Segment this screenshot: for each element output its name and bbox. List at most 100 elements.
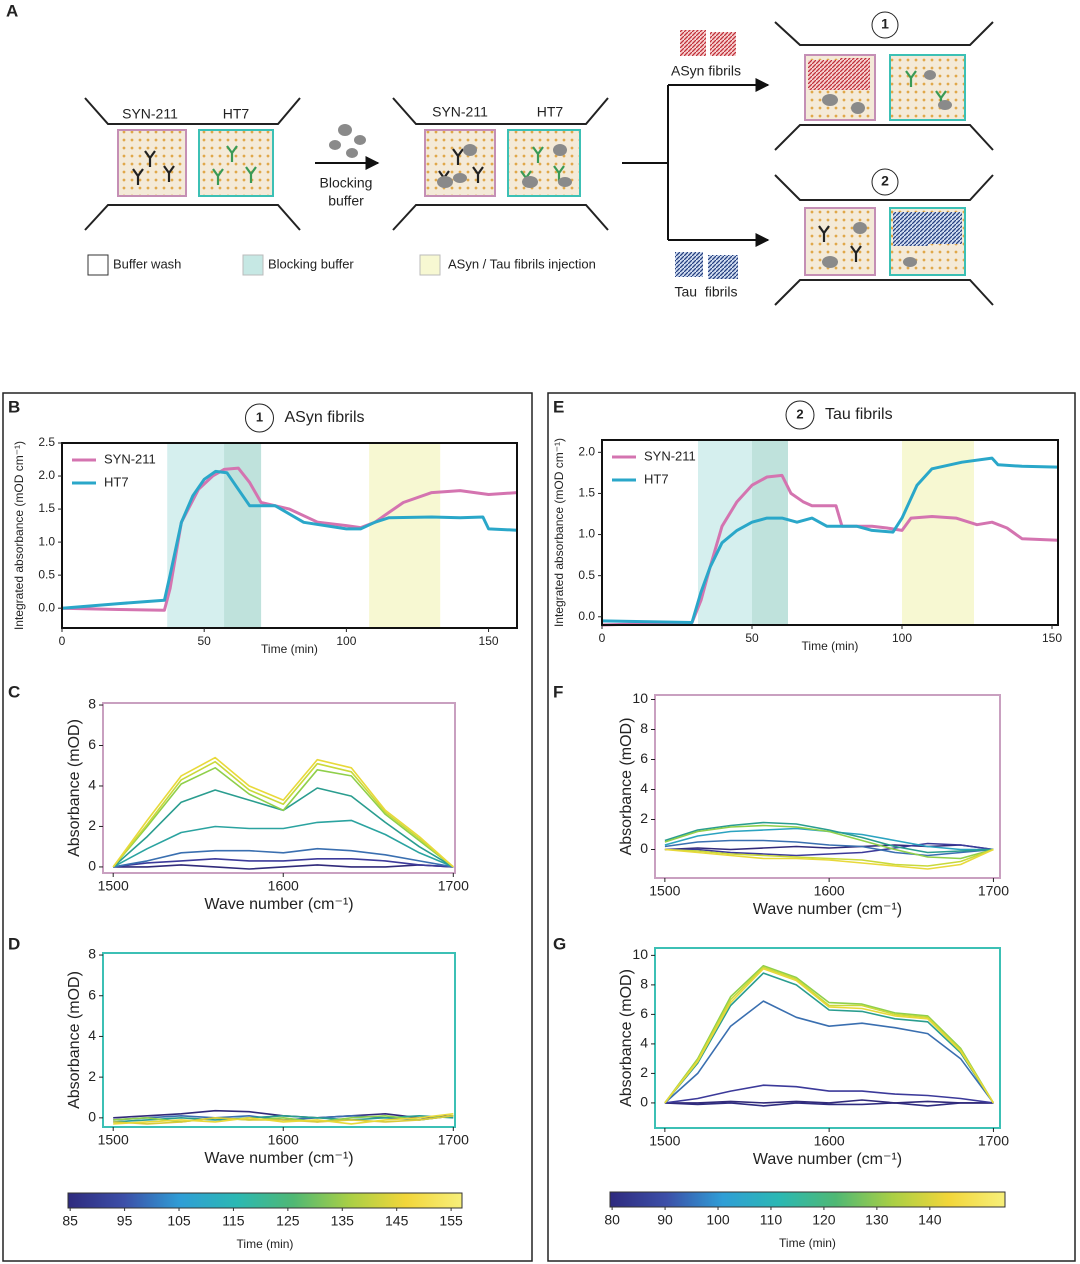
x-tick-label: 1700 <box>438 878 469 894</box>
chamber <box>804 207 876 276</box>
y-tick-label: 2 <box>640 1064 648 1080</box>
x-tick-label: 1600 <box>268 1132 299 1148</box>
panel-label: E <box>553 397 564 416</box>
colorbar <box>67 1192 463 1209</box>
y-tick-label: 0 <box>88 858 96 874</box>
x-tick-label: 150 <box>479 634 499 648</box>
panel-label: D <box>8 934 20 953</box>
plot-frame <box>102 952 456 1128</box>
x-tick-label: 1500 <box>98 878 129 894</box>
x-tick-label: 50 <box>198 634 212 648</box>
colorbar-tick-label: 125 <box>276 1213 300 1229</box>
y-tick-label: 8 <box>88 696 96 712</box>
y-tick-label: 8 <box>88 946 96 962</box>
data-line <box>112 819 454 868</box>
y-tick-label: 2 <box>640 810 648 826</box>
legend-label: ASyn / Tau fibrils injection <box>448 256 596 271</box>
y-tick-label: 6 <box>640 1005 648 1021</box>
phase-region <box>224 443 262 628</box>
panel-label: A <box>6 1 18 20</box>
legend-label: SYN-211 <box>644 448 696 463</box>
data-line <box>664 1084 994 1104</box>
arrows <box>315 78 770 247</box>
panel-label: B <box>8 397 20 416</box>
chip-label: SYN-211 <box>122 106 178 122</box>
y-tick-label: 0 <box>88 1109 96 1125</box>
colorbar-tick-label: 80 <box>604 1212 620 1228</box>
y-axis-label: Integrated absorbance (mOD cm⁻¹) <box>552 438 566 627</box>
data-line <box>113 847 454 868</box>
step: 2 <box>881 173 889 189</box>
colorbar-label: Time (min) <box>237 1237 294 1251</box>
data-line <box>664 964 995 1104</box>
colorbar-tick-label: 130 <box>865 1212 889 1228</box>
plot-frame <box>601 439 1059 626</box>
plot-frame <box>102 702 456 874</box>
x-axis-label: Wave number (cm⁻¹) <box>204 896 353 913</box>
colorbar-tick-label: 85 <box>62 1213 78 1229</box>
chamber <box>507 129 581 197</box>
x-axis-label: Time (min) <box>261 642 318 656</box>
data-line <box>664 842 994 857</box>
panel-frame <box>547 392 1076 1262</box>
data-line <box>113 864 454 870</box>
x-tick-label: 1500 <box>649 1133 680 1149</box>
x-tick-label: 1600 <box>268 878 299 894</box>
data-line <box>664 1099 994 1104</box>
data-line <box>664 966 995 1104</box>
legend-swatch <box>87 254 109 276</box>
x-axis-label: Wave number (cm⁻¹) <box>753 1151 902 1168</box>
y-tick-label: 4 <box>88 777 96 793</box>
chamber <box>889 54 966 121</box>
colorbar-tick-label: 155 <box>439 1213 463 1229</box>
step-circle <box>871 168 899 196</box>
x-tick-label: 1700 <box>438 1132 469 1148</box>
chip-outline <box>84 21 994 306</box>
chip-label: HT7 <box>537 104 564 120</box>
data-line <box>61 469 518 610</box>
y-tick-label: 6 <box>88 986 96 1002</box>
chart-title: ASyn fibrils <box>285 409 365 426</box>
chamber <box>198 129 274 197</box>
y-tick-label: 0.5 <box>38 567 55 581</box>
data-line <box>112 760 454 868</box>
panel-label: C <box>8 682 20 701</box>
y-tick-label: 0.0 <box>38 600 55 614</box>
data-line <box>113 1113 454 1125</box>
step-circle <box>785 400 815 430</box>
y-tick-label: 2 <box>88 1068 96 1084</box>
data-line <box>664 839 994 857</box>
phase-region <box>752 440 788 625</box>
plot-frame <box>654 694 1001 879</box>
fibrils <box>675 30 962 279</box>
x-axis-label: Time (min) <box>802 639 859 653</box>
panel-a: A <box>6 1 994 306</box>
x-tick-label: 1500 <box>98 1132 129 1148</box>
data-line <box>113 858 454 868</box>
y-tick-label: 0 <box>640 840 648 856</box>
colorbar-tick-label: 90 <box>657 1212 673 1228</box>
y-tick-label: 6 <box>88 736 96 752</box>
y-tick-label: 8 <box>640 976 648 992</box>
y-axis-label: Absorbance (mOD) <box>618 718 635 856</box>
y-tick-label: 4 <box>88 1027 96 1043</box>
legend-label: Buffer wash <box>113 256 181 271</box>
chamber <box>117 129 187 197</box>
legend-swatch <box>419 254 441 276</box>
y-tick-label: 2.0 <box>38 468 55 482</box>
x-axis-label: Wave number (cm⁻¹) <box>204 1150 353 1167</box>
y-tick-label: 2.5 <box>38 435 55 449</box>
colorbar-tick-label: 105 <box>167 1213 191 1229</box>
colorbar-tick-label: 115 <box>222 1213 245 1229</box>
panel-frame <box>2 392 533 1262</box>
step-circle <box>871 11 899 39</box>
step-label: Blocking <box>320 175 373 191</box>
panel-label: F <box>553 682 563 701</box>
data-line <box>664 972 995 1104</box>
y-tick-label: 4 <box>640 780 648 796</box>
y-tick-label: 2 <box>88 817 96 833</box>
fibril-label: Tau fibrils <box>674 284 737 300</box>
